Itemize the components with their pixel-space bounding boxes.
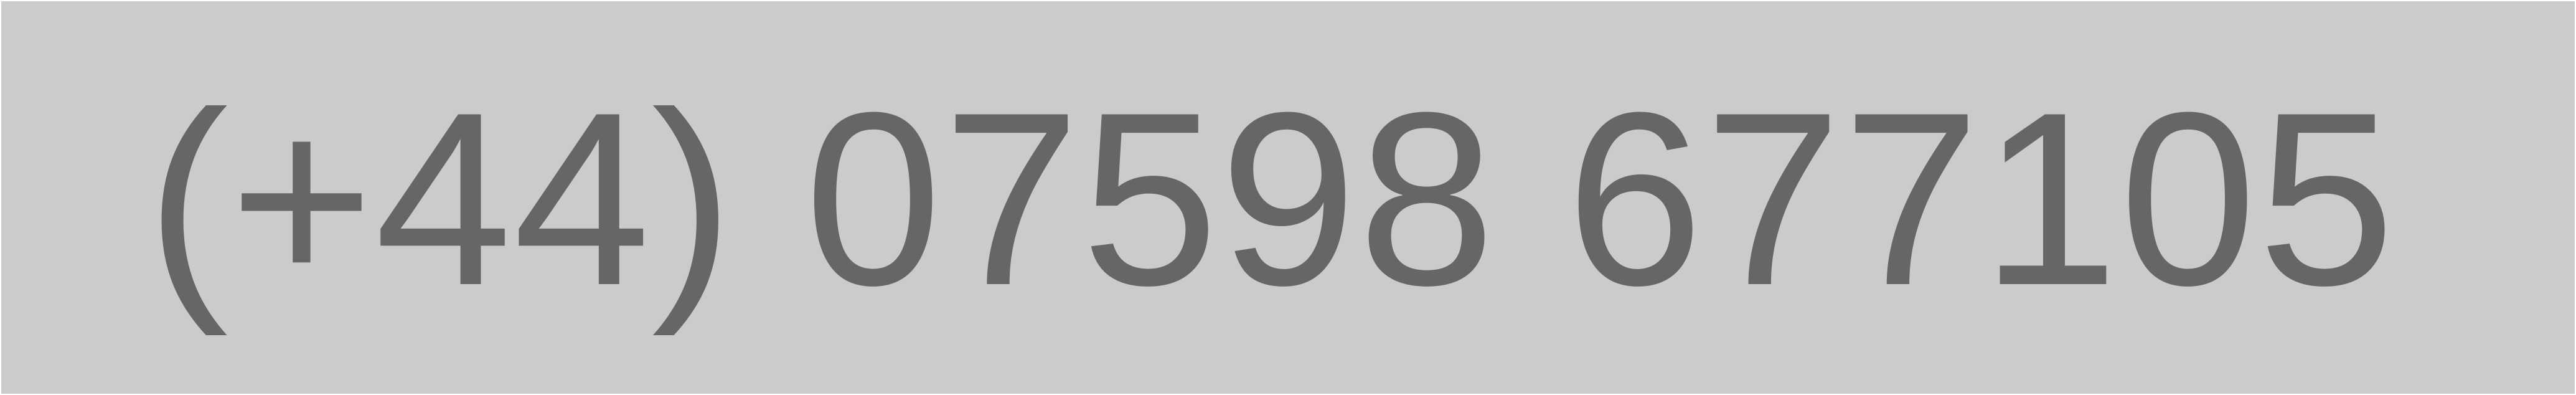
phone-number-text: (+44) 07598 677105 <box>146 61 2397 336</box>
